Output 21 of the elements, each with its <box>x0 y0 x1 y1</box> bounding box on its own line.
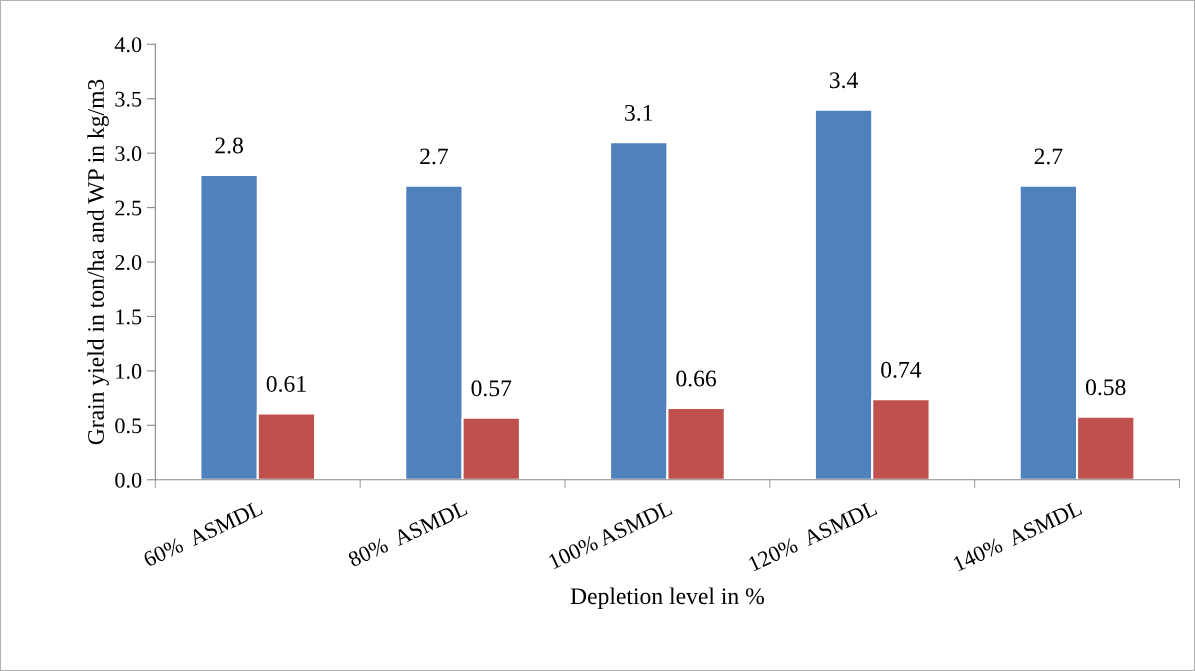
y-tick-label: 2.0 <box>115 254 142 271</box>
x-axis-title: Depletion level in % <box>570 587 764 609</box>
y-tick-label: 3.0 <box>115 146 142 162</box>
data-label: 0.66 <box>676 370 717 387</box>
data-label: 0.58 <box>1085 379 1126 396</box>
data-label: 0.74 <box>881 361 922 378</box>
y-tick-label: 0.5 <box>115 418 142 434</box>
y-tick-label: 3.5 <box>115 91 142 107</box>
y-tick-label: 1.0 <box>116 363 142 379</box>
y-tick-label: 4.0 <box>114 37 142 53</box>
data-label: 2.8 <box>215 137 243 154</box>
y-tick-label: 0.0 <box>115 472 142 488</box>
y-axis-title: Grain yield in ton/ha and WP in kg/m3 <box>87 79 109 445</box>
data-label: 0.61 <box>266 375 306 392</box>
y-tick-label: 1.5 <box>116 309 142 325</box>
y-tick-label: 2.5 <box>115 200 142 216</box>
data-label: 3.1 <box>625 104 653 121</box>
data-label: 2.7 <box>420 148 448 165</box>
data-label: 3.4 <box>829 72 858 89</box>
data-label: 2.7 <box>1034 148 1063 165</box>
data-label: 0.57 <box>471 380 512 397</box>
